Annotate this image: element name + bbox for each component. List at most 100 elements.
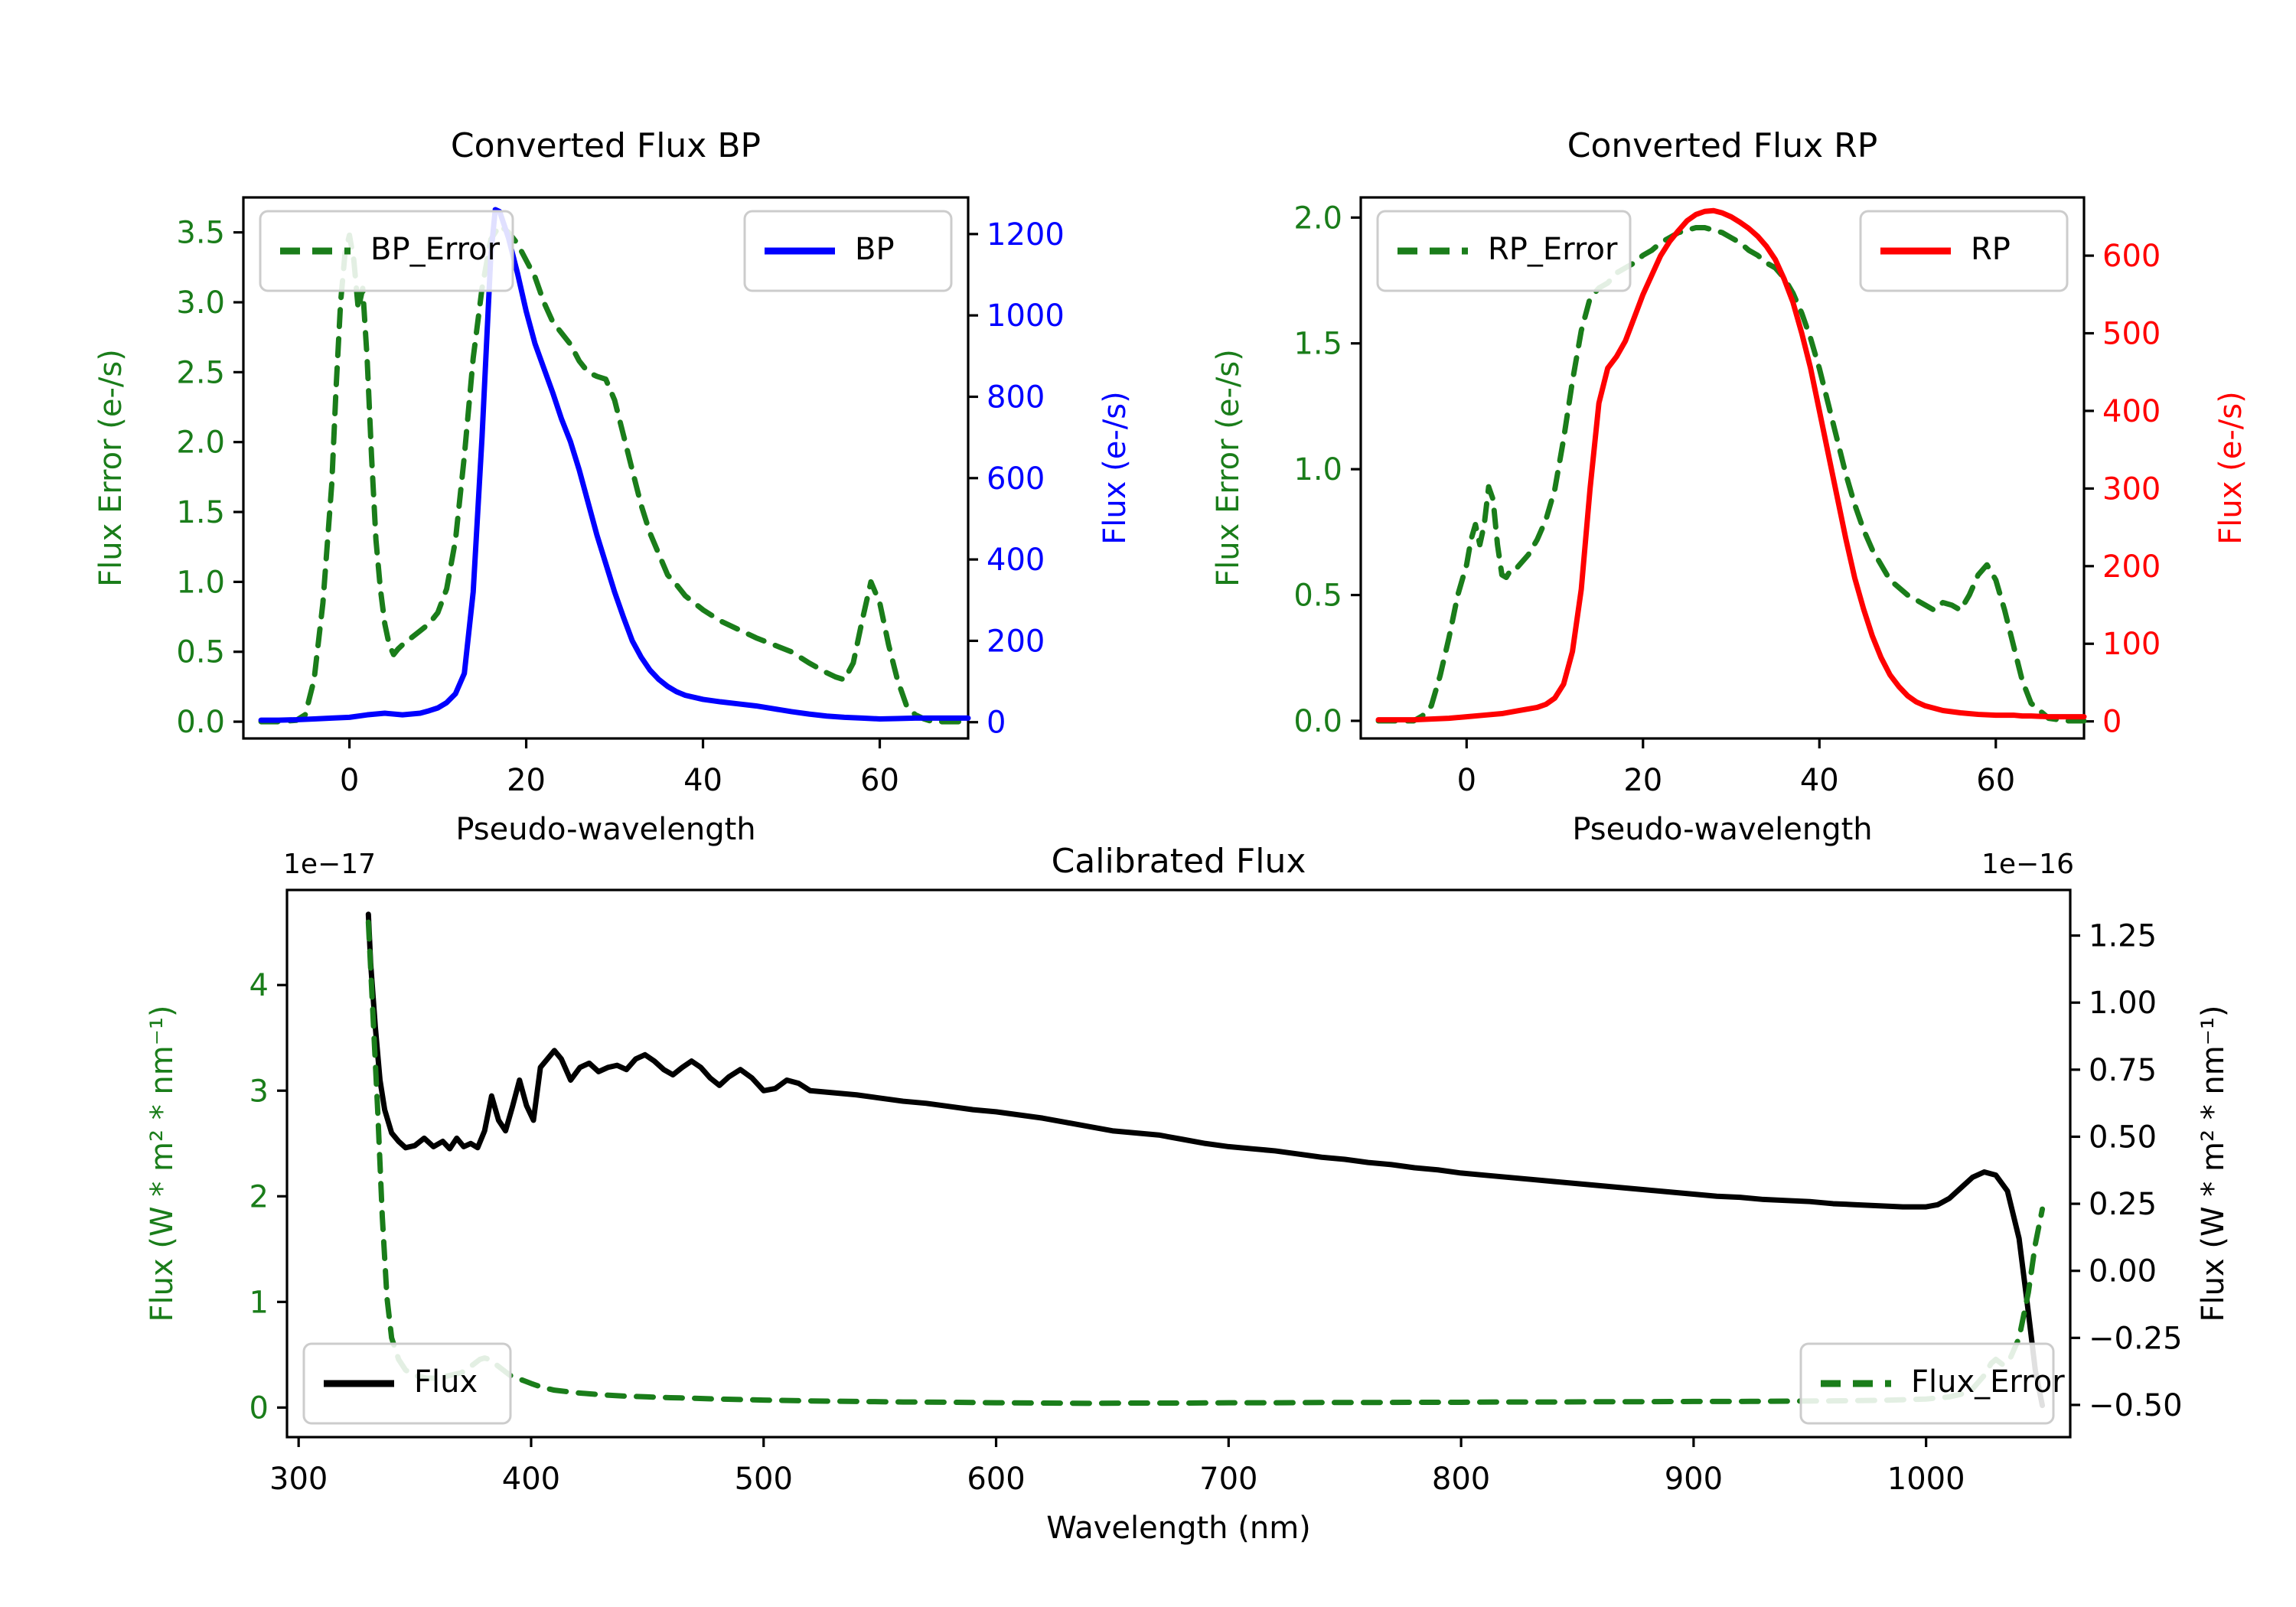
x-tick-label: 40 bbox=[1800, 763, 1839, 798]
y-tick-label-right: 400 bbox=[987, 543, 1045, 578]
axes-frame bbox=[242, 196, 970, 740]
y-tick-label-right: 0.00 bbox=[2089, 1254, 2157, 1289]
legend-box[interactable] bbox=[1799, 1342, 2055, 1425]
y-tick-label-left: 0.0 bbox=[176, 705, 225, 740]
series-line-flux bbox=[365, 911, 2046, 1409]
x-tick-label: 300 bbox=[269, 1462, 328, 1497]
axes-frame bbox=[285, 888, 2072, 1439]
y-tick-label-right: −0.25 bbox=[2089, 1321, 2183, 1356]
y-tick-label-left: 3.0 bbox=[176, 285, 225, 321]
y-tick-label-right: 1.00 bbox=[2089, 986, 2157, 1021]
x-axis-label: Pseudo-wavelength bbox=[1572, 812, 1872, 847]
y-tick-label-left: 0 bbox=[249, 1390, 269, 1426]
panel-converted-flux-rp: Converted Flux RP 0 20 40 60 Pseudo-wavelengt… bbox=[1211, 126, 2249, 847]
x-tick-label: 0 bbox=[1457, 763, 1476, 798]
y-tick-label-left: 2.0 bbox=[1293, 200, 1342, 236]
x-tick-label: 500 bbox=[735, 1462, 793, 1497]
x-tick-label: 60 bbox=[1976, 763, 2015, 798]
panel-calibrated-flux: Calibrated Flux 1e−17 1e−16 300 400 500 600 700… bbox=[145, 842, 2231, 1546]
y-tick-label-left: 1.0 bbox=[1293, 452, 1342, 487]
y-tick-label-right: 0.25 bbox=[2089, 1187, 2157, 1222]
y-tick-label-right: 0 bbox=[987, 706, 1006, 741]
legend-label-rp_error: RP_Error bbox=[1488, 232, 1618, 267]
legend-box[interactable] bbox=[259, 210, 514, 292]
y-tick-label-left: 3 bbox=[249, 1074, 269, 1109]
legend-bp_error[interactable]: BP_Error bbox=[259, 210, 514, 292]
y-tick-label-right: 400 bbox=[2102, 394, 2161, 429]
x-axis-label: Wavelength (nm) bbox=[1046, 1511, 1311, 1546]
legend-box[interactable] bbox=[1376, 210, 1632, 292]
legend-label-rp: RP bbox=[1971, 232, 2011, 267]
x-tick-label: 700 bbox=[1199, 1462, 1257, 1497]
x-tick-label: 1000 bbox=[1887, 1462, 1965, 1497]
y-tick-label-left: 2.0 bbox=[176, 425, 225, 461]
x-tick-label: 0 bbox=[340, 763, 359, 798]
y-offset-label-right: 1e−16 bbox=[1981, 849, 2074, 880]
y-axis-label-right: Flux (e-/s) bbox=[2213, 391, 2249, 544]
x-tick-label: 600 bbox=[967, 1462, 1025, 1497]
y-tick-label-left: 0.5 bbox=[176, 635, 225, 670]
y-tick-label-left: 2.5 bbox=[176, 355, 225, 390]
y-tick-label-left: 1.5 bbox=[176, 495, 225, 530]
x-tick-label: 400 bbox=[502, 1462, 560, 1497]
y-tick-label-right: 600 bbox=[2102, 239, 2161, 274]
legend-label-flux: Flux bbox=[414, 1364, 478, 1400]
y-axis-label-right: Flux (W * m² * nm⁻¹) bbox=[2196, 1006, 2231, 1322]
y-tick-label-right: −0.50 bbox=[2089, 1388, 2183, 1423]
y-tick-label-right: 500 bbox=[2102, 317, 2161, 352]
y-axis-label-left: Flux Error (e-/s) bbox=[93, 349, 129, 587]
legend-rp[interactable]: RP bbox=[1859, 210, 2069, 292]
y-tick-label-right: 0 bbox=[2102, 705, 2122, 740]
panel-converted-flux-bp: Converted Flux BP 0 20 40 60 Pseudo-wavelengt… bbox=[93, 126, 1133, 847]
panel-title-converted-flux-bp: Converted Flux BP bbox=[451, 126, 761, 165]
y-tick-label-right: 800 bbox=[987, 380, 1045, 415]
y-tick-label-left: 0.5 bbox=[1293, 579, 1342, 614]
y-tick-label-right: 600 bbox=[987, 461, 1045, 497]
x-tick-label: 900 bbox=[1665, 1462, 1723, 1497]
series-line-bp bbox=[258, 207, 971, 723]
x-tick-label: 800 bbox=[1432, 1462, 1490, 1497]
legend-bp[interactable]: BP bbox=[743, 210, 953, 292]
legend-rp_error[interactable]: RP_Error bbox=[1376, 210, 1632, 292]
legend-flux[interactable]: Flux bbox=[302, 1342, 512, 1425]
y-tick-label-left: 1 bbox=[249, 1285, 269, 1320]
y-tick-label-right: 200 bbox=[2102, 549, 2161, 585]
y-tick-label-right: 0.75 bbox=[2089, 1053, 2157, 1088]
y-tick-label-right: 100 bbox=[2102, 627, 2161, 662]
y-tick-label-left: 2 bbox=[249, 1179, 269, 1214]
y-tick-label-left: 4 bbox=[249, 968, 269, 1003]
legend-label-flux_error: Flux_Error bbox=[1911, 1364, 2065, 1400]
legend-box[interactable] bbox=[743, 210, 953, 292]
series-line-rp bbox=[1375, 207, 2087, 723]
legend-flux_error[interactable]: Flux_Error bbox=[1799, 1342, 2065, 1425]
x-tick-label: 20 bbox=[507, 763, 546, 798]
y-tick-label-left: 3.5 bbox=[176, 216, 225, 251]
y-tick-label-right: 1.25 bbox=[2089, 919, 2157, 954]
y-tick-label-right: 1000 bbox=[987, 298, 1065, 334]
series-line-flux_error bbox=[365, 919, 2046, 1407]
panel-title-calibrated-flux: Calibrated Flux bbox=[1052, 842, 1306, 881]
y-tick-label-right: 1200 bbox=[987, 217, 1065, 253]
y-tick-label-right: 200 bbox=[987, 624, 1045, 659]
y-axis-label-left: Flux Error (e-/s) bbox=[1211, 349, 1246, 587]
x-axis-label: Pseudo-wavelength bbox=[455, 812, 755, 847]
y-axis-label-left: Flux (W * m² * nm⁻¹) bbox=[145, 1006, 180, 1322]
x-tick-label: 40 bbox=[683, 763, 722, 798]
legend-label-bp_error: BP_Error bbox=[370, 232, 501, 267]
y-tick-label-left: 1.5 bbox=[1293, 327, 1342, 362]
y-tick-label-left: 0.0 bbox=[1293, 704, 1342, 739]
y-tick-label-right: 0.50 bbox=[2089, 1120, 2157, 1155]
legend-box[interactable] bbox=[302, 1342, 512, 1425]
series-line-bp_error bbox=[258, 223, 971, 725]
legend-box[interactable] bbox=[1859, 210, 2069, 292]
y-axis-label-right: Flux (e-/s) bbox=[1097, 391, 1133, 544]
legend-label-bp: BP bbox=[855, 232, 895, 267]
axes-frame bbox=[1359, 196, 2086, 740]
series-line-rp_error bbox=[1375, 224, 2087, 724]
x-tick-label: 20 bbox=[1623, 763, 1662, 798]
x-tick-label: 60 bbox=[860, 763, 899, 798]
y-tick-label-right: 300 bbox=[2102, 471, 2161, 507]
y-offset-label-left: 1e−17 bbox=[283, 849, 376, 880]
